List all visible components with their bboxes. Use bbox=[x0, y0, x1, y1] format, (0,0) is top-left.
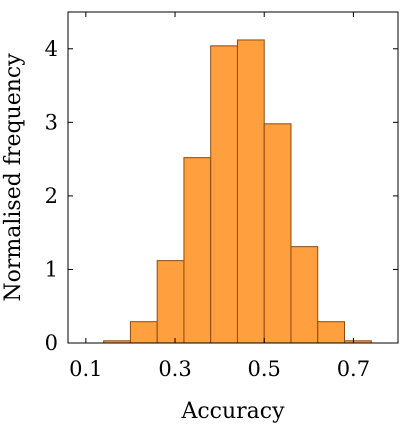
histogram-bar bbox=[317, 321, 345, 344]
y-tick-label: 2 bbox=[45, 184, 58, 208]
y-tick-label: 0 bbox=[45, 331, 58, 355]
x-tick-label: 0.5 bbox=[248, 357, 281, 381]
y-tick-label: 3 bbox=[45, 110, 58, 134]
histogram-bar bbox=[129, 321, 158, 344]
x-axis-label: Accuracy bbox=[180, 399, 285, 424]
y-tick-label: 4 bbox=[45, 37, 58, 61]
histogram-bar bbox=[236, 39, 265, 344]
bars-group bbox=[103, 39, 372, 344]
histogram-bar bbox=[290, 246, 319, 344]
histogram-bar bbox=[183, 157, 212, 344]
x-tick-label: 0.7 bbox=[337, 357, 370, 381]
x-axis-ticks: 0.1 0.3 0.5 0.7 bbox=[69, 12, 370, 381]
y-axis-label: Normalised frequency bbox=[1, 53, 26, 302]
histogram-bar bbox=[263, 123, 292, 344]
plot-frame bbox=[67, 11, 399, 344]
x-tick-label: 0.1 bbox=[69, 357, 102, 381]
x-tick-label: 0.3 bbox=[158, 357, 191, 381]
histogram-bar bbox=[210, 45, 238, 344]
y-axis-ticks: 0 1 2 3 4 bbox=[45, 37, 398, 355]
y-tick-label: 1 bbox=[45, 257, 58, 281]
histogram-bar bbox=[156, 260, 185, 344]
